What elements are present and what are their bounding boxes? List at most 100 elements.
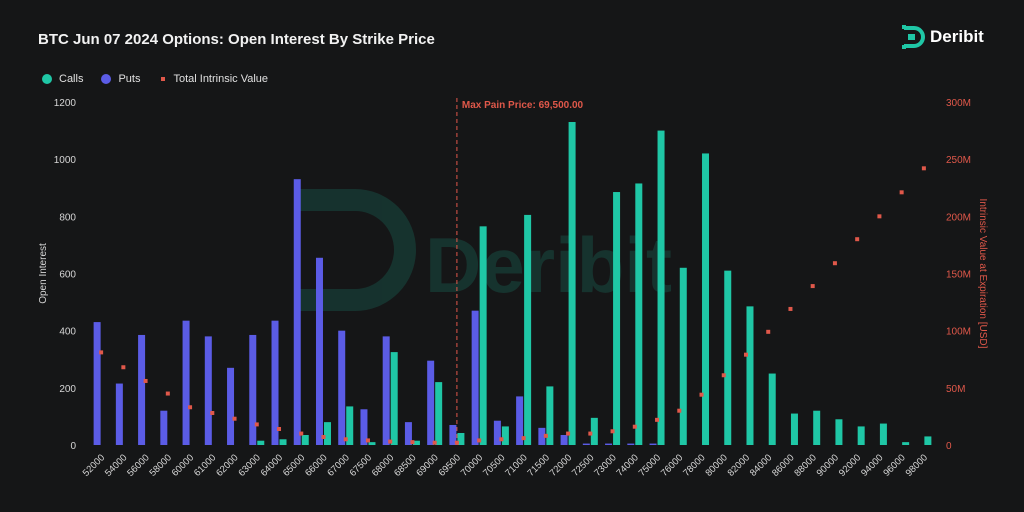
intrinsic-point [343,437,348,442]
intrinsic-point [210,410,215,415]
calls-bar [412,440,420,445]
x-tick-label: 60000 [170,452,196,478]
calls-bar [501,426,509,445]
x-tick-label: 86000 [770,452,796,478]
puts-bar [160,410,168,445]
intrinsic-point [588,431,593,436]
intrinsic-point [143,378,148,383]
puts-bar [293,179,301,446]
intrinsic-point [566,431,571,436]
x-tick-label: 70000 [459,452,485,478]
intrinsic-point [99,350,104,355]
intrinsic-point [721,373,726,378]
x-tick-label: 72500 [570,452,596,478]
y-tick-label: 200 [59,384,76,395]
watermark-text: Deribit [425,221,672,309]
x-tick-label: 80000 [703,452,729,478]
calls-bar [768,373,776,445]
x-tick-label: 71500 [526,452,552,478]
chart-title: BTC Jun 07 2024 Options: Open Interest B… [38,31,435,48]
legend-item-calls[interactable]: Calls [42,73,83,85]
watermark: Deribit [298,189,672,311]
calls-bar [590,417,598,445]
puts-bar [93,322,101,445]
legend-label-calls: Calls [59,73,84,85]
x-tick-label: 73000 [592,452,618,478]
x-tick-label: 67500 [348,452,374,478]
y2-tick-label: 50M [946,384,965,395]
calls-bar [435,382,443,445]
x-tick-label: 62000 [214,452,240,478]
puts-bar [649,443,657,445]
puts-swatch-icon [101,74,112,84]
calls-bar [746,306,754,445]
brand-logo: Deribit [900,24,984,50]
x-tick-label: 74000 [614,452,640,478]
intrinsic-point [321,434,326,439]
legend-label-intrinsic: Total Intrinsic Value [173,73,269,85]
x-tick-label: 78000 [681,452,707,478]
intrinsic-point [655,417,660,422]
intrinsic-point [810,284,815,289]
calls-bar [902,442,910,445]
y2-tick-label: 150M [946,270,971,281]
x-tick-label: 69500 [437,452,463,478]
intrinsic-point [121,365,126,370]
puts-bar [404,422,412,445]
y2-tick-label: 100M [946,327,971,338]
calls-bar [857,426,865,445]
y-tick-label: 600 [59,270,76,281]
legend-item-puts[interactable]: Puts [101,73,140,85]
x-tick-label: 58000 [147,452,173,478]
x-tick-label: 96000 [881,452,907,478]
intrinsic-point [699,392,704,397]
legend-label-puts: Puts [118,73,141,85]
x-tick-label: 52000 [81,452,107,478]
puts-bar [315,257,323,445]
puts-bar [227,367,235,445]
x-tick-label: 64000 [259,452,285,478]
intrinsic-point [410,440,415,445]
y2-tick-label: 300M [946,98,971,109]
x-tick-label: 65000 [281,452,307,478]
x-tick-label: 76000 [659,452,685,478]
puts-bar [382,336,390,445]
intrinsic-point [788,306,793,311]
chart-legend: Calls Puts Total Intrinsic Value [42,73,286,85]
intrinsic-point [899,190,904,195]
intrinsic-point [855,237,860,242]
x-tick-label: 84000 [748,452,774,478]
calls-bar [301,434,309,445]
puts-bar [204,336,212,445]
intrinsic-point [877,214,882,219]
puts-bar [427,360,435,445]
intrinsic-point [432,440,437,445]
deribit-logo-icon [902,25,925,49]
intrinsic-point [254,422,259,427]
calls-bar [546,386,554,445]
puts-bar [560,434,568,445]
x-tick-label: 66000 [303,452,329,478]
intrinsic-point [921,166,926,171]
x-tick-label: 90000 [815,452,841,478]
x-tick-label: 69000 [414,452,440,478]
legend-item-intrinsic[interactable]: Total Intrinsic Value [158,73,268,85]
x-tick-label: 92000 [837,452,863,478]
puts-bar [115,383,123,445]
calls-bar [457,432,465,445]
x-tick-label: 63000 [236,452,262,478]
calls-bar [657,130,665,446]
intrinsic-point [766,329,771,334]
x-tick-label: 75000 [637,452,663,478]
calls-bar [346,406,354,445]
intrinsic-point [677,408,682,413]
y-tick-label: 1000 [54,155,77,166]
calls-bar [724,270,732,445]
x-tick-label: 68000 [370,452,396,478]
puts-bar [338,330,346,445]
x-tick-label: 54000 [103,452,129,478]
intrinsic-point [388,439,393,444]
x-tick-label: 56000 [125,452,151,478]
puts-bar [182,320,190,445]
